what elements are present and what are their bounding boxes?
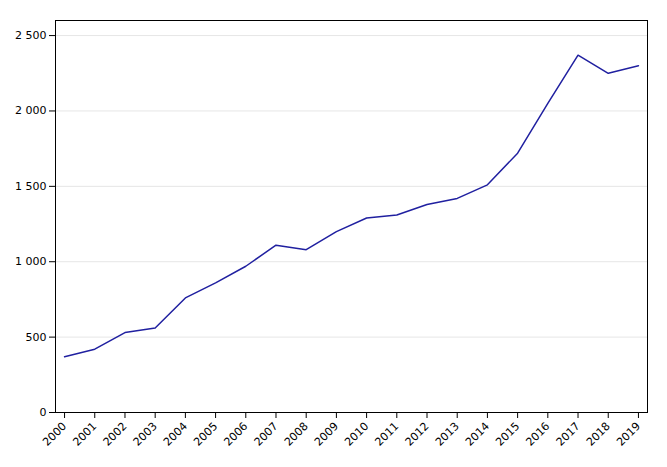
svg-text:2016: 2016 <box>523 420 552 449</box>
svg-text:1 500: 1 500 <box>15 180 47 193</box>
svg-text:0: 0 <box>40 406 47 419</box>
svg-text:2002: 2002 <box>101 420 130 449</box>
svg-text:2 500: 2 500 <box>15 29 47 42</box>
svg-text:2005: 2005 <box>191 420 220 449</box>
svg-text:2014: 2014 <box>463 420 492 449</box>
svg-text:2012: 2012 <box>403 420 432 449</box>
svg-text:1 000: 1 000 <box>15 255 47 268</box>
svg-text:2013: 2013 <box>433 420 462 449</box>
svg-text:2 000: 2 000 <box>15 104 47 117</box>
svg-text:2003: 2003 <box>131 420 160 449</box>
svg-text:2015: 2015 <box>493 420 522 449</box>
svg-text:2018: 2018 <box>584 420 613 449</box>
svg-text:2004: 2004 <box>161 420 190 449</box>
svg-text:2009: 2009 <box>312 420 341 449</box>
svg-text:2019: 2019 <box>614 420 643 449</box>
svg-text:2010: 2010 <box>342 420 371 449</box>
svg-text:2007: 2007 <box>252 420 281 449</box>
svg-text:500: 500 <box>26 331 47 344</box>
svg-text:2006: 2006 <box>221 420 250 449</box>
svg-text:2001: 2001 <box>70 420 99 449</box>
svg-text:2017: 2017 <box>554 420 583 449</box>
svg-text:2008: 2008 <box>282 420 311 449</box>
svg-text:2000: 2000 <box>40 420 69 449</box>
svg-text:2011: 2011 <box>372 420 401 449</box>
